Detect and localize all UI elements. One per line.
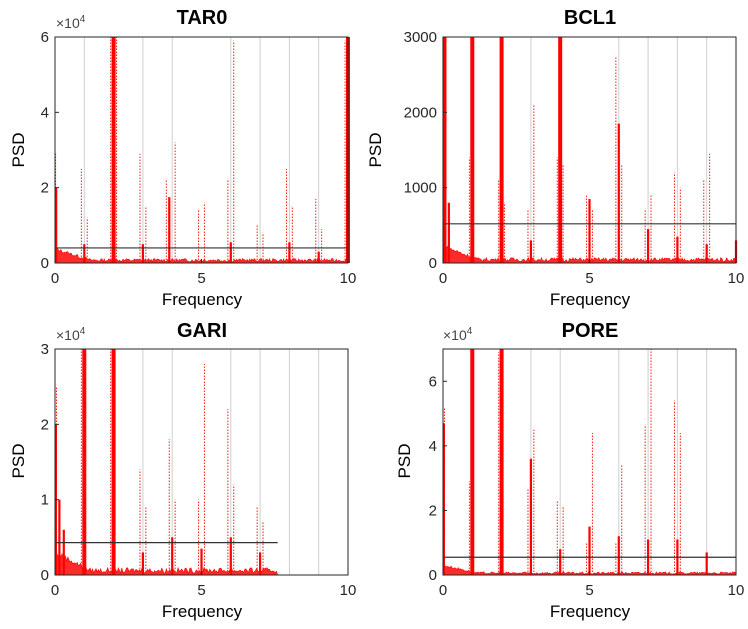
exponent-base: ×10 — [56, 327, 80, 343]
y-tick-label: 0 — [429, 567, 437, 584]
x-tick-label: 0 — [439, 270, 447, 287]
x-tick-label: 0 — [51, 582, 59, 599]
y-axis-label: PSD — [9, 444, 28, 479]
plot-area: 0 5 10 0 1 2 3 — [41, 341, 357, 599]
y-tick-label: 2000 — [404, 104, 437, 121]
y-tick-label: 0 — [429, 255, 437, 272]
x-tick-label: 0 — [439, 582, 447, 599]
panel-gari: 0 5 10 0 1 2 3 GARI PSD Frequency ×104 — [9, 320, 356, 621]
y-tick-label: 4 — [429, 438, 437, 455]
exponent-power: 4 — [467, 326, 473, 337]
exponent-base: ×10 — [56, 15, 80, 31]
exponent-label: ×104 — [56, 14, 86, 31]
y-axis-label: PSD — [9, 133, 28, 168]
axes-box — [54, 348, 349, 576]
y-tick-label: 6 — [41, 29, 49, 46]
chart-title: TAR0 — [177, 7, 228, 29]
plot-area: 0 5 10 0 2 4 6 — [41, 29, 357, 287]
chart-title: GARI — [177, 320, 227, 342]
y-tick-label: 6 — [429, 373, 437, 390]
x-tick-label: 5 — [197, 582, 205, 599]
x-axis-label: Frequency — [550, 602, 631, 621]
x-tick-label: 10 — [340, 270, 357, 287]
exponent-power: 4 — [80, 14, 86, 25]
y-tick-label: 1 — [41, 492, 49, 509]
x-axis-label: Frequency — [162, 602, 243, 621]
x-tick-label: 5 — [585, 582, 593, 599]
exponent-label: ×104 — [56, 326, 86, 343]
y-tick-label: 0 — [41, 255, 49, 272]
x-tick-label: 5 — [585, 270, 593, 287]
x-tick-label: 10 — [340, 582, 357, 599]
y-tick-label: 4 — [41, 104, 49, 121]
y-axis-label: PSD — [366, 133, 385, 168]
exponent-base: ×10 — [443, 327, 467, 343]
y-tick-label: 1000 — [404, 180, 437, 197]
y-tick-label: 3000 — [404, 29, 437, 46]
y-tick-label: 2 — [41, 416, 49, 433]
x-axis-label: Frequency — [162, 290, 243, 309]
chart-title: PORE — [562, 320, 619, 342]
y-tick-label: 0 — [41, 567, 49, 584]
y-axis-label: PSD — [395, 444, 414, 479]
plot-area: 0 5 10 0 1000 2000 3000 — [404, 29, 745, 287]
x-tick-label: 0 — [51, 270, 59, 287]
x-tick-label: 10 — [728, 582, 745, 599]
plot-area: 0 5 10 0 2 4 6 — [429, 348, 745, 599]
x-tick-label: 10 — [728, 270, 745, 287]
x-tick-label: 5 — [197, 270, 205, 287]
x-axis-label: Frequency — [550, 290, 631, 309]
y-tick-label: 2 — [429, 502, 437, 519]
panel-bcl1: 0 5 10 0 1000 2000 3000 BCL1 PSD Frequency — [366, 7, 744, 309]
y-tick-label: 2 — [41, 180, 49, 197]
exponent-label: ×104 — [443, 326, 473, 343]
exponent-power: 4 — [80, 326, 86, 337]
chart-title: BCL1 — [564, 7, 616, 29]
noise-floor — [54, 551, 279, 576]
y-tick-label: 3 — [41, 341, 49, 358]
axes-box — [54, 36, 349, 264]
